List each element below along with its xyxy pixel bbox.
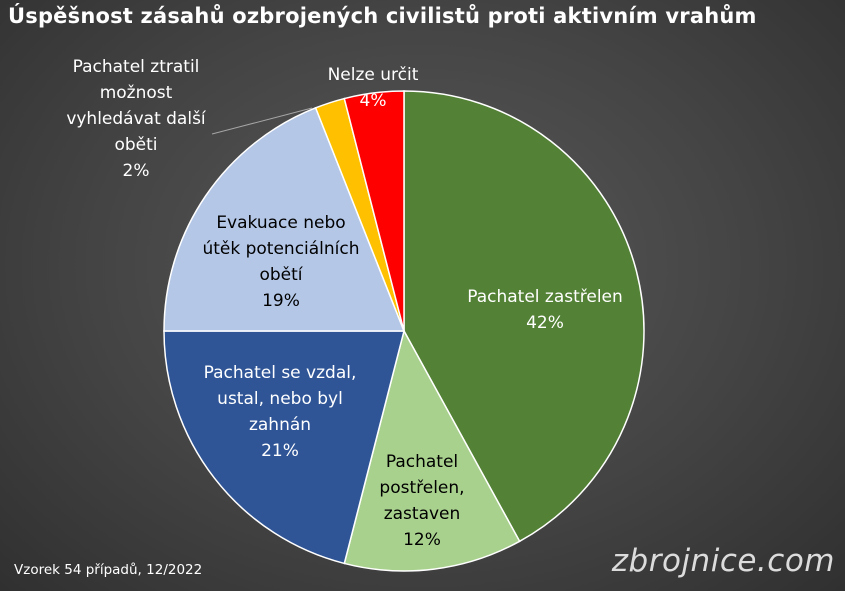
slice-name-line: oběti	[114, 135, 157, 155]
slice-value-label: 4%	[360, 91, 387, 111]
leader-line-4	[211, 107, 313, 135]
slice-name-line: ustal, nebo byl	[217, 389, 343, 409]
slice-name-line: vyhledávat další	[66, 109, 207, 129]
slice-name-line: postřelen,	[379, 478, 464, 498]
slice-name-line: Pachatel se vzdal,	[204, 363, 357, 383]
slice-value-label: 12%	[403, 530, 441, 550]
pie-slice-3	[163, 106, 406, 332]
chart-title: Úspěšnost zásahů ozbrojených civilistů p…	[8, 4, 757, 28]
slice-value-label: 21%	[261, 441, 299, 461]
slice-label-3: Evakuace nebo útěk potenciálních obětí 19%	[202, 213, 359, 311]
slice-value-label: 2%	[123, 161, 150, 181]
slice-name-line: zastaven	[384, 504, 461, 524]
pie-slice-2	[163, 330, 405, 565]
slice-name-line: Pachatel	[386, 452, 458, 472]
watermark: zbrojnice.com	[611, 543, 835, 579]
slice-name-line: možnost	[100, 83, 173, 103]
slice-value-label: 19%	[262, 291, 300, 311]
pie-slice-1	[343, 328, 521, 572]
slice-name-line: Evakuace nebo	[216, 213, 345, 233]
slice-name-line: útěk potenciálních	[202, 239, 359, 259]
slice-name-line: Nelze určit	[328, 65, 419, 85]
slice-label-4: Pachatel ztratil možnost vyhledávat další o…	[66, 57, 207, 181]
slice-label-0: Pachatel zastřelen 42%	[467, 287, 623, 333]
pie-slice-0	[403, 90, 645, 543]
slice-name-line: obětí	[259, 265, 303, 285]
slice-label-1: Pachatel postřelen, zastaven 12%	[379, 452, 464, 550]
slice-label-2: Pachatel se vzdal, ustal, nebo byl zahnán 2…	[204, 363, 357, 461]
sample-footnote: Vzorek 54 případů, 12/2022	[14, 562, 203, 578]
slice-value-label: 42%	[526, 313, 564, 333]
slice-label-5: Nelze určit 4%	[328, 65, 419, 111]
slice-name-line: Pachatel zastřelen	[467, 287, 623, 307]
pie-slice-5	[343, 90, 405, 332]
slice-name-line: zahnán	[249, 415, 311, 435]
slice-name-line: Pachatel ztratil	[73, 57, 200, 77]
